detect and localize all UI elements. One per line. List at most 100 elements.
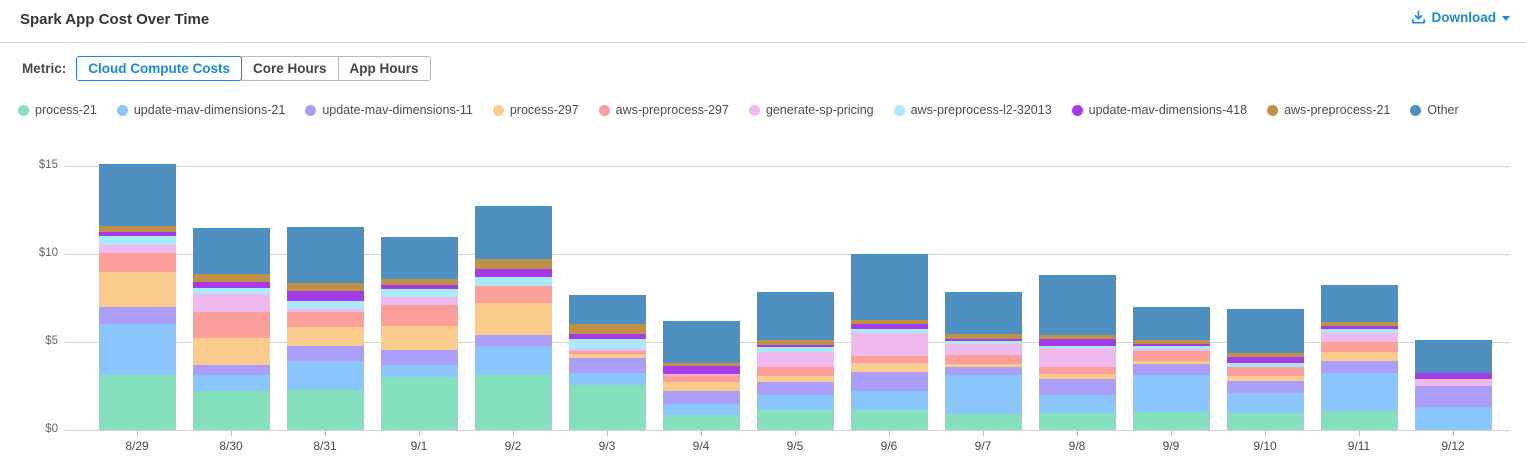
metric-tab-core-hours[interactable]: Core Hours	[241, 56, 339, 81]
bar-segment-aws-preprocess-297[interactable]	[98, 253, 176, 272]
bar-segment-update-mav-dimensions-418[interactable]	[1320, 326, 1398, 329]
bar-segment-aws-preprocess-l2-32013[interactable]	[192, 287, 270, 294]
bar-segment-generate-sp-pricing[interactable]	[756, 351, 834, 367]
bar-segment-aws-preprocess-297[interactable]	[850, 356, 928, 364]
bar-segment-process-21[interactable]	[944, 414, 1022, 430]
bar-segment-process-21[interactable]	[474, 374, 552, 430]
bar-segment-aws-preprocess-21[interactable]	[568, 324, 646, 335]
bar-segment-update-mav-dimensions-11[interactable]	[192, 364, 270, 376]
bar-segment-aws-preprocess-21[interactable]	[850, 320, 928, 325]
bar-segment-other[interactable]	[380, 237, 458, 279]
bar-segment-other[interactable]	[568, 294, 646, 325]
bar-segment-update-mav-dimensions-418[interactable]	[192, 282, 270, 288]
bar-segment-process-297[interactable]	[1226, 376, 1304, 381]
bar-segment-aws-preprocess-l2-32013[interactable]	[380, 289, 458, 298]
bar-segment-aws-preprocess-297[interactable]	[192, 312, 270, 338]
bar-segment-update-mav-dimensions-418[interactable]	[662, 365, 740, 374]
bar-8/31[interactable]	[286, 226, 364, 430]
bar-9/6[interactable]	[850, 254, 928, 430]
bar-9/5[interactable]	[756, 291, 834, 430]
bar-segment-update-mav-dimensions-418[interactable]	[568, 334, 646, 340]
bar-9/7[interactable]	[944, 291, 1022, 430]
bar-segment-generate-sp-pricing[interactable]	[1414, 378, 1492, 387]
metric-tab-cloud-compute-costs[interactable]: Cloud Compute Costs	[76, 56, 243, 81]
legend-item-aws-preprocess-l2-32013[interactable]: aws-preprocess-l2-32013	[893, 103, 1052, 117]
bar-segment-aws-preprocess-21[interactable]	[662, 363, 740, 366]
bar-segment-other[interactable]	[98, 164, 176, 226]
bar-segment-other[interactable]	[474, 205, 552, 260]
bar-segment-process-297[interactable]	[1320, 351, 1398, 362]
bar-segment-update-mav-dimensions-418[interactable]	[1414, 372, 1492, 379]
bar-segment-aws-preprocess-21[interactable]	[1132, 340, 1210, 344]
bar-segment-process-21[interactable]	[380, 377, 458, 430]
bar-segment-aws-preprocess-297[interactable]	[568, 350, 646, 355]
bar-segment-process-21[interactable]	[568, 385, 646, 430]
bar-segment-aws-preprocess-l2-32013[interactable]	[474, 276, 552, 286]
bar-segment-other[interactable]	[1414, 340, 1492, 373]
bar-segment-update-mav-dimensions-11[interactable]	[474, 334, 552, 347]
bar-segment-other[interactable]	[944, 291, 1022, 335]
bar-segment-update-mav-dimensions-21[interactable]	[98, 324, 176, 376]
bar-segment-process-297[interactable]	[98, 271, 176, 307]
bar-segment-process-21[interactable]	[98, 375, 176, 430]
bar-8/29[interactable]	[98, 164, 176, 430]
bar-segment-generate-sp-pricing[interactable]	[1132, 349, 1210, 351]
bar-segment-process-297[interactable]	[1038, 373, 1116, 379]
bar-segment-generate-sp-pricing[interactable]	[944, 343, 1022, 356]
bar-segment-other[interactable]	[850, 254, 928, 321]
bar-segment-update-mav-dimensions-21[interactable]	[1320, 372, 1398, 411]
bar-segment-update-mav-dimensions-418[interactable]	[1038, 338, 1116, 346]
metric-tab-app-hours[interactable]: App Hours	[337, 56, 431, 81]
bar-segment-aws-preprocess-l2-32013[interactable]	[1038, 345, 1116, 349]
bar-segment-aws-preprocess-21[interactable]	[286, 283, 364, 292]
bar-segment-update-mav-dimensions-21[interactable]	[662, 403, 740, 416]
bar-segment-process-21[interactable]	[756, 409, 834, 430]
legend-item-other[interactable]: Other	[1410, 103, 1459, 117]
bar-segment-process-21[interactable]	[662, 415, 740, 430]
bar-segment-update-mav-dimensions-11[interactable]	[850, 371, 928, 392]
legend-item-process-297[interactable]: process-297	[492, 103, 579, 117]
bar-segment-process-297[interactable]	[568, 354, 646, 358]
bar-segment-update-mav-dimensions-21[interactable]	[474, 346, 552, 375]
bar-segment-update-mav-dimensions-21[interactable]	[850, 391, 928, 410]
bar-segment-update-mav-dimensions-21[interactable]	[568, 372, 646, 386]
bar-segment-aws-preprocess-21[interactable]	[1038, 335, 1116, 339]
bar-segment-process-297[interactable]	[192, 337, 270, 365]
bar-segment-aws-preprocess-l2-32013[interactable]	[98, 236, 176, 246]
bar-segment-update-mav-dimensions-11[interactable]	[98, 306, 176, 325]
bar-segment-update-mav-dimensions-418[interactable]	[286, 291, 364, 301]
bar-segment-process-297[interactable]	[944, 364, 1022, 367]
bar-segment-process-297[interactable]	[474, 303, 552, 335]
bar-segment-aws-preprocess-297[interactable]	[1132, 350, 1210, 361]
bar-segment-update-mav-dimensions-21[interactable]	[756, 394, 834, 410]
bar-segment-aws-preprocess-21[interactable]	[1320, 321, 1398, 327]
bar-9/12[interactable]	[1414, 340, 1492, 430]
bar-segment-update-mav-dimensions-418[interactable]	[380, 284, 458, 290]
bar-9/9[interactable]	[1132, 306, 1210, 430]
bar-segment-aws-preprocess-l2-32013[interactable]	[756, 347, 834, 352]
bar-segment-aws-preprocess-21[interactable]	[756, 340, 834, 345]
bar-segment-process-21[interactable]	[1226, 413, 1304, 430]
bar-segment-process-297[interactable]	[662, 381, 740, 392]
legend-item-update-mav-dimensions-21[interactable]: update-mav-dimensions-21	[116, 103, 285, 117]
bar-segment-generate-sp-pricing[interactable]	[1320, 333, 1398, 343]
bar-segment-other[interactable]	[662, 320, 740, 364]
bar-segment-update-mav-dimensions-21[interactable]	[1132, 375, 1210, 412]
bar-segment-process-21[interactable]	[850, 409, 928, 430]
bar-segment-process-21[interactable]	[286, 389, 364, 430]
bar-segment-aws-preprocess-297[interactable]	[944, 355, 1022, 365]
bar-segment-update-mav-dimensions-418[interactable]	[1226, 357, 1304, 364]
bar-segment-aws-preprocess-l2-32013[interactable]	[568, 339, 646, 350]
bar-segment-generate-sp-pricing[interactable]	[98, 245, 176, 254]
bar-segment-other[interactable]	[756, 291, 834, 341]
bar-segment-process-21[interactable]	[1038, 413, 1116, 430]
bar-segment-other[interactable]	[1226, 308, 1304, 353]
bar-segment-aws-preprocess-l2-32013[interactable]	[1132, 346, 1210, 350]
bar-segment-other[interactable]	[286, 226, 364, 284]
bar-segment-aws-preprocess-l2-32013[interactable]	[850, 328, 928, 334]
bar-segment-process-297[interactable]	[380, 326, 458, 350]
bar-segment-process-297[interactable]	[286, 327, 364, 347]
legend-item-aws-preprocess-297[interactable]: aws-preprocess-297	[598, 103, 729, 117]
bar-segment-generate-sp-pricing[interactable]	[380, 297, 458, 306]
bar-segment-aws-preprocess-297[interactable]	[1038, 366, 1116, 374]
